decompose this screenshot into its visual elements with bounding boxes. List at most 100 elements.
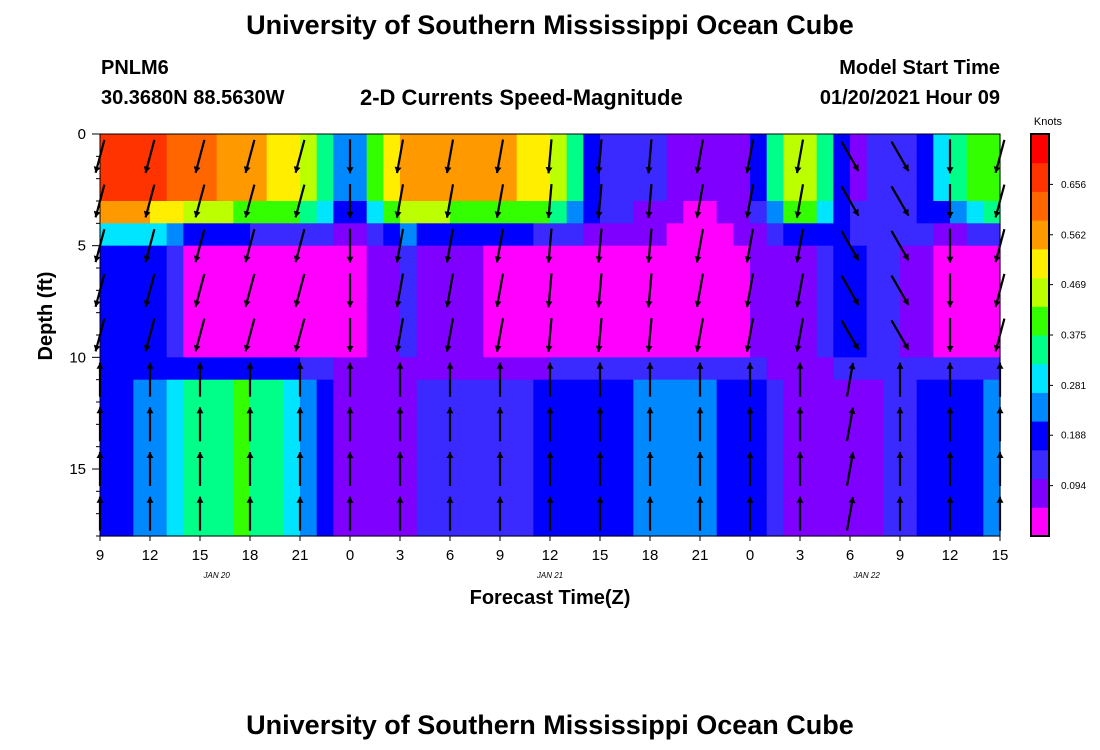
heatmap-cell xyxy=(516,268,534,291)
heatmap-cell xyxy=(466,223,484,247)
heatmap-cell xyxy=(183,513,201,537)
heatmap-cell xyxy=(850,134,868,157)
heatmap-cell xyxy=(716,446,734,470)
y-axis-label: Depth (ft) xyxy=(35,272,57,361)
heatmap-cell xyxy=(433,223,451,247)
heatmap-cell xyxy=(883,201,901,224)
current-vector-arrow xyxy=(346,318,354,352)
current-vector-arrow xyxy=(645,184,653,218)
heatmap-cell xyxy=(566,223,584,247)
heatmap-cell xyxy=(216,223,234,247)
heatmap-cell xyxy=(433,513,451,537)
heatmap-cell xyxy=(950,357,968,381)
heatmap-cell xyxy=(833,201,851,224)
heatmap-cell xyxy=(100,446,118,470)
heatmap-cell xyxy=(416,156,434,180)
heatmap-cell xyxy=(616,268,634,291)
heatmap-cell xyxy=(816,424,834,448)
heatmap-cell xyxy=(500,446,518,470)
heatmap-cell xyxy=(766,223,784,247)
heatmap-cell xyxy=(116,379,134,403)
heatmap-cell xyxy=(283,446,301,470)
heatmap-cell xyxy=(216,402,234,425)
current-vector-arrow xyxy=(246,362,254,397)
heatmap-cell xyxy=(583,513,601,537)
heatmap-cell xyxy=(416,134,434,157)
heatmap-cell xyxy=(816,290,834,314)
current-vector-arrow xyxy=(696,452,704,486)
heatmap-cell xyxy=(216,312,234,336)
heatmap-cell xyxy=(316,134,334,157)
heatmap-cell xyxy=(316,357,334,381)
heatmap-cell xyxy=(383,201,401,224)
current-vector-arrow xyxy=(143,228,156,263)
heatmap-cell xyxy=(150,201,168,224)
heatmap-cell xyxy=(416,268,434,291)
heatmap-cell xyxy=(450,290,468,314)
current-vector-arrow xyxy=(196,496,204,531)
heatmap-cell xyxy=(600,491,618,515)
heatmap-cell xyxy=(450,223,468,247)
heatmap-cell xyxy=(416,491,434,515)
current-vector-arrow xyxy=(346,362,354,397)
colorbar-tick-label: 0.469 xyxy=(1061,280,1086,291)
heatmap-cell xyxy=(816,178,834,202)
heatmap-cell xyxy=(700,156,718,180)
heatmap-cell xyxy=(416,178,434,202)
heatmap-cell xyxy=(850,268,868,291)
heatmap-cell xyxy=(950,156,968,180)
heatmap-cell xyxy=(383,424,401,448)
current-vector-arrow xyxy=(546,496,554,531)
heatmap-cell xyxy=(316,156,334,180)
heatmap-cell xyxy=(333,134,351,157)
heatmap-cell xyxy=(900,357,918,381)
colorbar-swatch xyxy=(1031,507,1049,537)
heatmap-cell xyxy=(250,513,268,537)
heatmap-cell xyxy=(433,446,451,470)
heatmap-cell xyxy=(116,312,134,336)
heatmap-cell xyxy=(583,446,601,470)
heatmap-cell xyxy=(983,469,1001,492)
heatmap-cell xyxy=(183,424,201,448)
heatmap-cell xyxy=(150,446,168,470)
heatmap-cell xyxy=(433,491,451,515)
heatmap-cell xyxy=(216,268,234,291)
station-id: PNLM6 xyxy=(101,57,169,79)
heatmap-cell xyxy=(883,357,901,381)
heatmap-cell xyxy=(483,178,501,202)
heatmap-cell xyxy=(200,357,218,381)
heatmap-cell xyxy=(666,379,684,403)
heatmap-cell xyxy=(550,446,568,470)
heatmap-cell xyxy=(733,134,751,157)
heatmap-cell xyxy=(733,513,751,537)
heatmap-cell xyxy=(116,178,134,202)
heatmap-cell xyxy=(383,178,401,202)
current-vector-arrow xyxy=(744,273,755,308)
heatmap-cell xyxy=(100,290,118,314)
heatmap-cell xyxy=(700,134,718,157)
heatmap-cell xyxy=(383,379,401,403)
heatmap-cell xyxy=(233,178,251,202)
heatmap-cell xyxy=(550,223,568,247)
heatmap-cell xyxy=(366,156,384,180)
heatmap-cell xyxy=(950,290,968,314)
heatmap-cell xyxy=(966,335,984,358)
heatmap-cell xyxy=(166,446,184,470)
heatmap-cell xyxy=(483,446,501,470)
heatmap-cell xyxy=(550,178,568,202)
heatmap-cell xyxy=(516,223,534,247)
heatmap-cell xyxy=(183,245,201,269)
current-vector-arrow xyxy=(794,273,805,308)
heatmap-cell xyxy=(800,379,818,403)
heatmap-cell xyxy=(466,178,484,202)
heatmap-cell xyxy=(250,134,268,157)
heatmap-cell xyxy=(366,424,384,448)
heatmap-cell xyxy=(700,402,718,425)
heatmap-cell xyxy=(150,312,168,336)
heatmap-cell xyxy=(300,491,318,515)
heatmap-cell xyxy=(316,335,334,358)
heatmap-cell xyxy=(233,424,251,448)
heatmap-cell xyxy=(950,335,968,358)
heatmap-cell xyxy=(400,178,418,202)
